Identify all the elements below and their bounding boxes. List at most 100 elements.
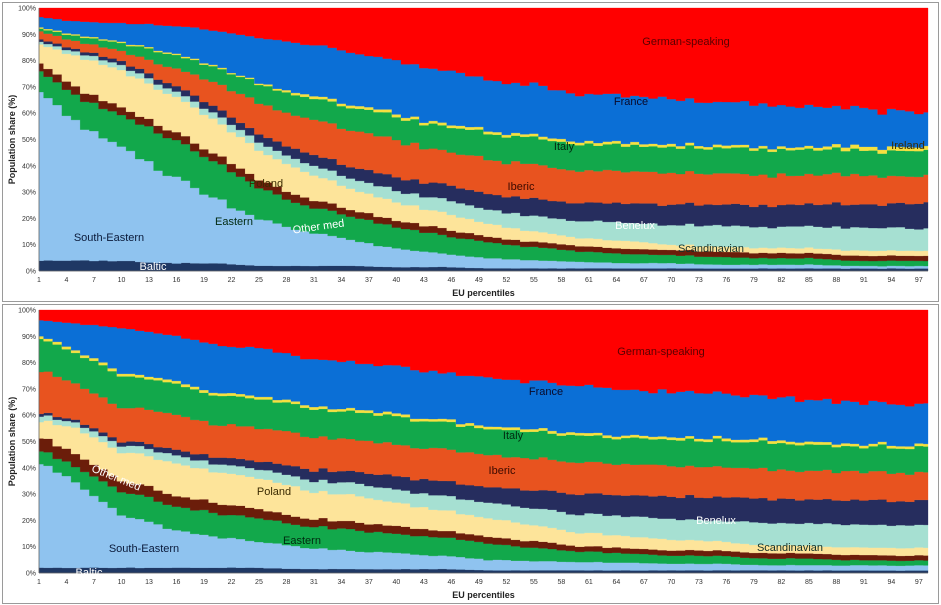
x-tick-label: 40 bbox=[393, 579, 401, 586]
chart-panel-bottom: 0% 10% 20% 30% 40% 50% 60% 70% 80% 90% 100% 1 4 7 10 13… bbox=[2, 304, 939, 604]
x-tick-label: 25 bbox=[255, 579, 263, 586]
x-tick-label: 16 bbox=[173, 579, 181, 586]
x-tick-label: 88 bbox=[832, 277, 840, 284]
x-tick-label: 91 bbox=[860, 579, 868, 586]
series-label-south-eastern: South-Eastern bbox=[109, 543, 179, 555]
series-label-german-speaking: German-speaking bbox=[642, 36, 729, 48]
y-tick-label: 100% bbox=[18, 308, 36, 315]
x-tick-label: 67 bbox=[640, 579, 648, 586]
y-tick-label: 80% bbox=[22, 360, 36, 367]
x-tick-label: 82 bbox=[777, 277, 785, 284]
x-tick-label: 46 bbox=[448, 277, 456, 284]
series-label-eastern: Eastern bbox=[215, 216, 253, 228]
x-tick-label: 94 bbox=[887, 579, 895, 586]
y-tick-label: 50% bbox=[22, 137, 36, 144]
x-tick-label: 37 bbox=[365, 579, 373, 586]
x-tick-label: 64 bbox=[612, 277, 620, 284]
y-tick-label: 70% bbox=[22, 386, 36, 393]
x-tick-label: 43 bbox=[420, 277, 428, 284]
x-tick-label: 10 bbox=[118, 579, 126, 586]
series-label-scandinavian: Scandinavian bbox=[678, 243, 744, 255]
x-tick-label: 4 bbox=[65, 579, 69, 586]
y-tick-label: 40% bbox=[22, 465, 36, 472]
y-axis-title: Population share (%) bbox=[7, 397, 17, 487]
x-tick-label: 4 bbox=[65, 277, 69, 284]
y-tick-label: 60% bbox=[22, 111, 36, 118]
x-tick-label: 22 bbox=[228, 277, 236, 284]
x-tick-label: 97 bbox=[915, 579, 923, 586]
x-tick-label: 49 bbox=[475, 579, 483, 586]
x-tick-label: 67 bbox=[640, 277, 648, 284]
x-tick-label: 10 bbox=[118, 277, 126, 284]
x-tick-label: 37 bbox=[365, 277, 373, 284]
x-tick-label: 61 bbox=[585, 579, 593, 586]
series-label-france: France bbox=[529, 386, 563, 398]
series-label-poland: Poland bbox=[249, 178, 283, 190]
stacked-area-chart-bottom: 0% 10% 20% 30% 40% 50% 60% 70% 80% 90% 100% 1 4 7 10 13… bbox=[7, 308, 929, 600]
x-tick-label: 70 bbox=[667, 277, 675, 284]
area-layers bbox=[38, 7, 929, 272]
x-tick-label: 79 bbox=[750, 277, 758, 284]
x-tick-label: 76 bbox=[722, 277, 730, 284]
y-tick-label: 0% bbox=[26, 269, 36, 276]
x-tick-label: 7 bbox=[92, 277, 96, 284]
x-tick-label: 25 bbox=[255, 277, 263, 284]
x-tick-label: 13 bbox=[145, 579, 153, 586]
x-tick-label: 64 bbox=[612, 579, 620, 586]
area-layers bbox=[38, 309, 929, 574]
x-tick-label: 94 bbox=[887, 277, 895, 284]
x-tick-label: 19 bbox=[200, 277, 208, 284]
x-axis-title: EU percentiles bbox=[452, 288, 515, 298]
series-label-baltic: Baltic bbox=[140, 261, 167, 273]
series-label-benelux: Benelux bbox=[615, 220, 655, 232]
x-tick-label: 58 bbox=[558, 277, 566, 284]
x-tick-label: 1 bbox=[37, 579, 41, 586]
series-label-eastern: Eastern bbox=[283, 535, 321, 547]
series-label-baltic: Baltic bbox=[76, 567, 103, 579]
x-tick-label: 73 bbox=[695, 277, 703, 284]
series-label-benelux: Benelux bbox=[696, 515, 736, 527]
y-tick-label: 70% bbox=[22, 84, 36, 91]
x-tick-label: 49 bbox=[475, 277, 483, 284]
series-label-france: France bbox=[614, 96, 648, 108]
series-label-poland: Poland bbox=[257, 486, 291, 498]
x-tick-label: 52 bbox=[503, 579, 511, 586]
x-tick-label: 85 bbox=[805, 277, 813, 284]
y-tick-label: 60% bbox=[22, 413, 36, 420]
series-label-german-speaking: German-speaking bbox=[617, 346, 704, 358]
y-tick-label: 40% bbox=[22, 163, 36, 170]
x-tick-label: 34 bbox=[338, 579, 346, 586]
x-tick-label: 85 bbox=[805, 579, 813, 586]
x-tick-label: 28 bbox=[283, 277, 291, 284]
x-tick-label: 46 bbox=[448, 579, 456, 586]
series-label-south-eastern: South-Eastern bbox=[74, 232, 144, 244]
x-tick-label: 16 bbox=[173, 277, 181, 284]
y-tick-label: 10% bbox=[22, 242, 36, 249]
x-tick-label: 91 bbox=[860, 277, 868, 284]
x-tick-label: 40 bbox=[393, 277, 401, 284]
x-tick-label: 22 bbox=[228, 579, 236, 586]
series-label-italy: Italy bbox=[503, 430, 524, 442]
y-tick-label: 80% bbox=[22, 58, 36, 65]
x-tick-label: 82 bbox=[777, 579, 785, 586]
series-label-ireland: Ireland bbox=[891, 140, 925, 152]
x-tick-label: 31 bbox=[310, 277, 318, 284]
x-tick-label: 31 bbox=[310, 579, 318, 586]
y-axis-title: Population share (%) bbox=[7, 95, 17, 185]
x-tick-label: 97 bbox=[915, 277, 923, 284]
x-tick-label: 73 bbox=[695, 579, 703, 586]
x-tick-label: 13 bbox=[145, 277, 153, 284]
x-tick-label: 28 bbox=[283, 579, 291, 586]
x-tick-label: 79 bbox=[750, 579, 758, 586]
series-label-iberic: Iberic bbox=[489, 465, 516, 477]
y-tick-label: 50% bbox=[22, 439, 36, 446]
series-label-iberic: Iberic bbox=[508, 181, 535, 193]
y-tick-label: 30% bbox=[22, 492, 36, 499]
y-tick-label: 30% bbox=[22, 190, 36, 197]
x-tick-label: 76 bbox=[722, 579, 730, 586]
x-tick-label: 7 bbox=[92, 579, 96, 586]
stacked-area-chart-top: 0% 10% 20% 30% 40% 50% 60% 70% 80% 90% 100% 1 4 7 10 13… bbox=[7, 6, 929, 298]
series-german-speaking-area bbox=[38, 7, 929, 115]
x-tick-label: 61 bbox=[585, 277, 593, 284]
y-tick-label: 10% bbox=[22, 544, 36, 551]
